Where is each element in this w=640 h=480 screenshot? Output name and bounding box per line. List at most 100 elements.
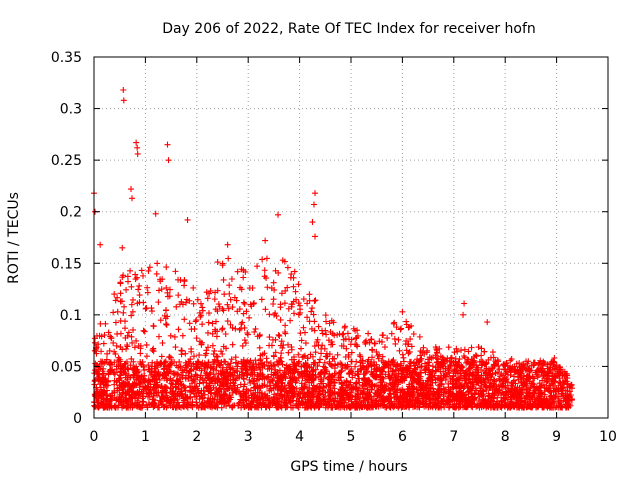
data-point <box>128 386 135 393</box>
data-point <box>212 391 219 398</box>
data-point <box>304 396 311 403</box>
data-point <box>103 387 110 394</box>
data-point <box>278 338 285 345</box>
data-point <box>427 374 434 381</box>
data-point <box>469 385 476 392</box>
data-point <box>138 267 145 274</box>
data-point <box>388 330 395 337</box>
data-point <box>319 327 326 334</box>
data-point <box>246 314 253 321</box>
data-point <box>105 371 112 378</box>
data-point <box>266 334 273 341</box>
data-point <box>374 352 381 359</box>
data-point <box>394 363 401 370</box>
data-point <box>264 366 271 373</box>
data-point <box>532 387 539 394</box>
axis-ticks: 0 1 2 3 4 5 6 7 8 9 10 0 0.05 0.1 0.15 0.2 0.25 0.3 0.35 <box>51 50 617 445</box>
data-point <box>328 400 335 407</box>
data-point <box>465 366 472 373</box>
data-point <box>406 393 413 400</box>
data-point <box>144 384 151 391</box>
data-point <box>352 384 359 391</box>
data-point <box>114 308 121 315</box>
data-point <box>255 364 262 371</box>
data-point <box>500 362 507 369</box>
data-point <box>164 141 171 148</box>
data-point <box>259 256 266 263</box>
data-point <box>263 255 270 262</box>
data-point <box>300 324 307 331</box>
data-point <box>545 386 552 393</box>
data-point <box>390 381 397 388</box>
data-point <box>429 385 436 392</box>
data-point <box>372 401 379 408</box>
data-point <box>410 359 417 366</box>
data-point <box>234 363 241 370</box>
data-point <box>92 367 99 374</box>
data-point <box>302 340 309 347</box>
data-point <box>353 334 360 341</box>
data-point <box>119 402 126 409</box>
data-point <box>419 384 426 391</box>
data-point <box>227 296 234 303</box>
data-point <box>227 396 234 403</box>
data-point <box>328 317 335 324</box>
data-point <box>395 336 402 343</box>
data-point <box>115 354 122 361</box>
data-point <box>182 299 189 306</box>
data-point <box>155 389 162 396</box>
data-point <box>243 308 250 315</box>
data-point <box>117 368 124 375</box>
data-point <box>336 369 343 376</box>
data-point <box>143 353 150 360</box>
data-point <box>312 233 319 240</box>
data-point <box>214 308 221 315</box>
data-point <box>532 400 539 407</box>
data-point <box>128 186 135 193</box>
data-point <box>194 363 201 370</box>
data-point <box>196 396 203 403</box>
data-point <box>360 383 367 390</box>
data-point <box>136 299 143 306</box>
data-point <box>265 362 272 369</box>
data-point <box>356 403 363 410</box>
data-point <box>498 391 505 398</box>
data-point <box>270 352 277 359</box>
data-point <box>475 344 482 351</box>
data-point <box>97 320 104 327</box>
data-point <box>343 345 350 352</box>
data-point <box>121 303 128 310</box>
data-point <box>135 286 142 293</box>
data-point <box>234 268 241 275</box>
data-point <box>380 332 387 339</box>
data-point <box>150 348 157 355</box>
data-point <box>284 365 291 372</box>
x-tick-label: 2 <box>192 429 201 445</box>
data-point <box>266 402 273 409</box>
data-point <box>219 367 226 374</box>
data-point <box>229 304 236 311</box>
data-point <box>291 268 298 275</box>
data-point <box>290 283 297 290</box>
data-point <box>94 386 101 393</box>
data-point <box>163 284 170 291</box>
data-point <box>362 340 369 347</box>
data-point <box>373 348 380 355</box>
data-point <box>382 360 389 367</box>
data-point <box>436 403 443 410</box>
data-point <box>417 377 424 384</box>
data-point <box>100 340 107 347</box>
data-point <box>465 356 472 363</box>
data-point <box>311 404 318 411</box>
data-point <box>247 387 254 394</box>
data-point <box>101 331 108 338</box>
data-point <box>490 376 497 383</box>
data-point <box>125 329 132 336</box>
data-point <box>436 382 443 389</box>
data-point <box>322 353 329 360</box>
data-point <box>456 389 463 396</box>
data-point <box>183 296 190 303</box>
data-point <box>365 330 372 337</box>
data-point <box>433 350 440 357</box>
data-point <box>302 367 309 374</box>
